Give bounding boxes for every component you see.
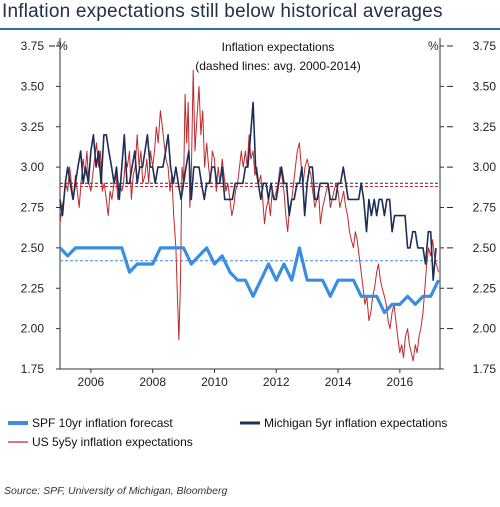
y-tick-label-left: 2.50 bbox=[21, 241, 45, 255]
chart-subtitle: (dashed lines: avg. 2000-2014) bbox=[195, 59, 360, 73]
y-tick-label-left: 1.75 bbox=[21, 362, 45, 376]
y-tick-label-right: 1.75 bbox=[473, 362, 497, 376]
chart-legend: SPF 10yr inflation forecast Michigan 5yr … bbox=[8, 416, 447, 449]
y-tick-label-right: 3.75 bbox=[473, 39, 497, 53]
title-divider bbox=[0, 28, 500, 30]
page-title: Inflation expectations still below histo… bbox=[2, 1, 443, 22]
y-tick-label-left: 2.75 bbox=[21, 201, 45, 215]
y-tick-label-right: 2.25 bbox=[473, 281, 497, 295]
y-tick-label-right: 2.50 bbox=[473, 241, 497, 255]
legend-label: SPF 10yr inflation forecast bbox=[32, 416, 173, 430]
y-tick-label-left: 3.75 bbox=[21, 39, 45, 53]
y-tick-label-left: 3.50 bbox=[21, 79, 45, 93]
y-tick-label-left: 2.25 bbox=[21, 281, 45, 295]
y-tick-label-left: 2.00 bbox=[21, 322, 45, 336]
chart-title: Inflation expectations bbox=[222, 40, 335, 54]
series-line bbox=[58, 246, 440, 315]
x-tick-label: 2014 bbox=[325, 375, 352, 389]
x-tick-label: 2006 bbox=[78, 375, 105, 389]
y-tick-label-right: 3.50 bbox=[473, 79, 497, 93]
y-unit-right: % bbox=[428, 39, 439, 53]
y-tick-label-right: 3.00 bbox=[473, 160, 497, 174]
y-unit-left: % bbox=[57, 39, 68, 53]
legend-label: Michigan 5yr inflation expectations bbox=[264, 416, 447, 430]
series-line bbox=[59, 101, 437, 281]
x-tick-label: 2016 bbox=[386, 375, 413, 389]
chart-labels: 1.75 1.75 2.00 2.00 2.25 2.25 2.50 2.50 2.75 2.75… bbox=[21, 39, 497, 389]
x-tick-label: 2010 bbox=[201, 375, 228, 389]
y-tick-label-right: 3.25 bbox=[473, 120, 497, 134]
series-lines bbox=[58, 69, 440, 362]
legend-label: US 5y5y inflation expectations bbox=[32, 435, 193, 449]
source-note: Source: SPF, University of Michigan, Blo… bbox=[4, 485, 228, 497]
x-tick-label: 2012 bbox=[263, 375, 290, 389]
x-tick-label: 2008 bbox=[139, 375, 166, 389]
y-tick-label-right: 2.75 bbox=[473, 201, 497, 215]
series-line bbox=[59, 69, 439, 362]
inflation-chart: 1.75 1.75 2.00 2.00 2.25 2.25 2.50 2.50 2.75 2.75… bbox=[8, 38, 497, 449]
y-tick-label-left: 3.25 bbox=[21, 120, 45, 134]
y-tick-label-right: 2.00 bbox=[473, 322, 497, 336]
y-tick-label-left: 3.00 bbox=[21, 160, 45, 174]
average-lines bbox=[60, 182, 440, 262]
